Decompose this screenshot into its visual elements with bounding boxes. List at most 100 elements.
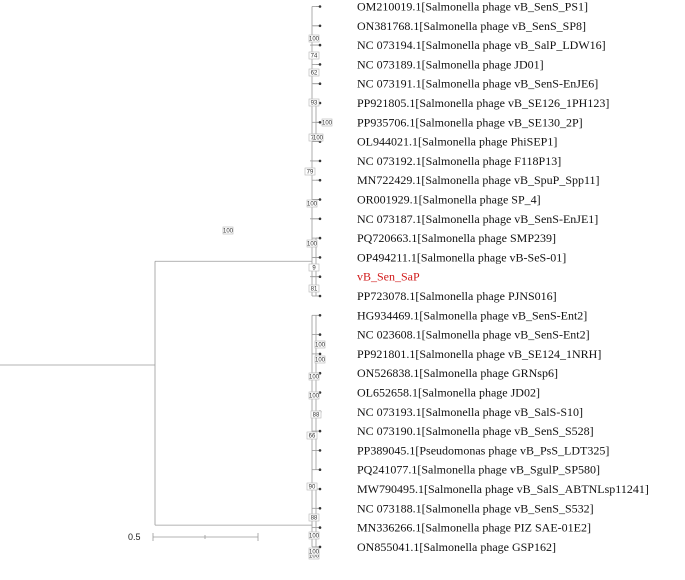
- bootstrap-label: 62: [308, 68, 320, 77]
- leaf-tip: [318, 371, 322, 375]
- svg-text:79: 79: [307, 170, 314, 176]
- bootstrap-label: 100: [308, 547, 320, 556]
- bootstrap-label: 100: [308, 372, 320, 381]
- leaf-tip: [318, 198, 322, 201]
- svg-text:62: 62: [311, 71, 318, 77]
- svg-text:100: 100: [309, 394, 320, 400]
- leaf-tips: [318, 5, 322, 549]
- leaf-tip: [318, 468, 322, 472]
- leaf-tip: [318, 24, 322, 28]
- leaf-label: PP723078.1[Salmonella phage PJNS016]: [357, 289, 557, 303]
- svg-text:100: 100: [309, 554, 320, 560]
- leaf-label: PP921801.1[Salmonella phage vB_SE124_1NR…: [357, 347, 601, 361]
- leaf-label: NC 073193.1[Salmonella phage vB_SalS-S10…: [357, 405, 583, 419]
- bootstrap-label: 9: [308, 263, 320, 272]
- leaf-label: OP494211.1[Salmonella phage vB-SeS-01]: [357, 250, 566, 264]
- bootstrap-label: 88: [308, 513, 320, 522]
- leaf-tip: [318, 159, 322, 163]
- svg-text:88: 88: [313, 413, 320, 419]
- bootstrap-label: 79: [304, 167, 316, 176]
- leaf-tip: [318, 63, 322, 66]
- svg-text:100: 100: [309, 37, 320, 43]
- scale-bar-label: 0.5: [128, 532, 141, 542]
- bootstrap-label: 90: [306, 482, 318, 491]
- svg-text:88: 88: [311, 516, 318, 522]
- leaf-tip: [318, 294, 322, 298]
- leaf-tip: [318, 545, 322, 549]
- leaf-tip: [318, 256, 322, 259]
- bootstrap-label: 100: [222, 226, 234, 235]
- svg-text:100: 100: [307, 202, 318, 208]
- leaf-tip: [318, 391, 322, 394]
- svg-text:90: 90: [309, 485, 316, 491]
- svg-text:100: 100: [315, 358, 326, 364]
- leaf-tip: [318, 526, 322, 529]
- bootstrap-label: 100: [321, 118, 333, 127]
- leaf-label: OR001929.1[Salmonella phage SP_4]: [357, 193, 541, 207]
- bootstrap-label: 100: [308, 391, 320, 400]
- leaf-tip: [318, 236, 322, 240]
- scale-bar: 0.5: [128, 532, 259, 542]
- leaf-tip: [318, 82, 322, 85]
- svg-text:100: 100: [309, 375, 320, 381]
- leaf-label: ON381768.1[Salmonella phage vB_SenS_SP8]: [357, 19, 586, 33]
- leaf-label: ON855041.1[Salmonella phage GSP162]: [357, 540, 556, 554]
- bootstrap-label: 100: [306, 239, 318, 248]
- leaf-label: NC 073190.1[Salmonella phage vB_SenS_S52…: [357, 424, 594, 438]
- svg-text:100: 100: [322, 121, 333, 127]
- svg-text:66: 66: [309, 434, 316, 440]
- bootstrap-label: 66: [306, 431, 318, 440]
- leaf-tip: [318, 429, 322, 433]
- leaf-label: MN722429.1[Salmonella phage vB_SpuP_Spp1…: [357, 173, 600, 187]
- leaf-tip: [318, 178, 322, 182]
- leaf-label: PQ720663.1[Salmonella phage SMP239]: [357, 231, 556, 245]
- leaf-tip: [318, 314, 322, 317]
- bootstrap-label: 88: [310, 410, 322, 419]
- leaf-tip: [318, 101, 322, 105]
- bootstrap-label: 100: [314, 340, 326, 349]
- leaf-tip: [318, 449, 322, 452]
- svg-text:100: 100: [309, 550, 320, 556]
- leaf-label: OL652658.1[Salmonella phage JD02]: [357, 386, 540, 400]
- leaf-tip: [318, 217, 322, 221]
- svg-text:93: 93: [311, 101, 318, 107]
- leaf-tip: [318, 275, 322, 279]
- svg-text:100: 100: [313, 136, 324, 142]
- leaf-label: NC 073194.1[Salmonella phage vB_SalP_LDW…: [357, 38, 606, 52]
- leaf-tip: [318, 333, 322, 336]
- bootstrap-values: 1007462931007110079100100981100100100100…: [222, 34, 333, 560]
- leaf-label: OL944021.1[Salmonella phage PhiSEP1]: [357, 135, 557, 149]
- leaf-tip: [318, 487, 322, 491]
- leaf-tip: [318, 352, 322, 356]
- bootstrap-label: 100: [308, 531, 320, 540]
- bootstrap-label: 81: [308, 284, 320, 293]
- svg-text:100: 100: [223, 229, 234, 235]
- leaf-label: NC 073187.1[Salmonella phage vB_SenS-EnJ…: [357, 212, 598, 226]
- leaf-label: PP389045.1[Pseudomonas phage vB_PsS_LDT3…: [357, 443, 609, 457]
- leaf-label: NC 073189.1[Salmonella phage JD01]: [357, 57, 544, 71]
- bootstrap-label: 74: [308, 51, 320, 60]
- bootstrap-label: 100: [312, 133, 324, 142]
- svg-text:100: 100: [307, 242, 318, 248]
- bootstrap-label: 100: [314, 355, 326, 364]
- leaf-tip: [318, 5, 322, 8]
- leaf-label: OM210019.1[Salmonella phage vB_SenS_PS1]: [357, 0, 588, 14]
- svg-text:74: 74: [311, 54, 318, 60]
- leaf-label: HG934469.1[Salmonella phage vB_SenS-Ent2…: [357, 308, 587, 322]
- leaf-label: NC 073192.1[Salmonella phage F118P13]: [357, 154, 561, 168]
- leaf-label-highlighted: vB_Sen_SaP: [357, 270, 420, 284]
- leaf-labels: OM210019.1[Salmonella phage vB_SenS_PS1]…: [357, 0, 649, 554]
- leaf-label: NC 023608.1[Salmonella phage vB_SenS-Ent…: [357, 328, 590, 342]
- leaf-tip: [318, 507, 322, 510]
- bootstrap-label: 93: [308, 98, 320, 107]
- leaf-label: PP921805.1[Salmonella phage vB_SE126_1PH…: [357, 96, 609, 110]
- leaf-label: MW790495.1[Salmonella phage vB_SalS_ABTN…: [357, 482, 649, 496]
- leaf-tip: [318, 43, 322, 47]
- leaf-tip: [318, 121, 322, 124]
- svg-text:81: 81: [311, 287, 318, 293]
- tree-branches: [0, 6, 320, 548]
- leaf-label: ON526838.1[Salmonella phage GRNsp6]: [357, 366, 558, 380]
- svg-text:100: 100: [309, 534, 320, 540]
- svg-text:9: 9: [312, 266, 316, 272]
